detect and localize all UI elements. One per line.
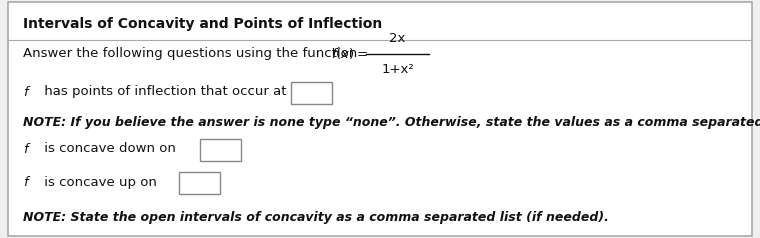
Text: $f(x) =$: $f(x) =$	[331, 46, 368, 61]
Text: is concave up on: is concave up on	[40, 176, 157, 188]
FancyBboxPatch shape	[291, 82, 332, 104]
Text: NOTE: If you believe the answer is none type “none”. Otherwise, state the values: NOTE: If you believe the answer is none …	[23, 116, 760, 129]
Text: is concave down on: is concave down on	[40, 142, 176, 155]
Text: $f$: $f$	[23, 142, 31, 156]
FancyBboxPatch shape	[8, 2, 752, 236]
Text: 2x: 2x	[389, 32, 406, 45]
Text: 1+x²: 1+x²	[381, 63, 414, 75]
Text: $f$: $f$	[23, 85, 31, 99]
Text: $f$: $f$	[23, 175, 31, 189]
Text: Intervals of Concavity and Points of Inflection: Intervals of Concavity and Points of Inf…	[23, 17, 382, 31]
FancyBboxPatch shape	[179, 172, 220, 194]
Text: has points of inflection that occur at: has points of inflection that occur at	[40, 85, 287, 98]
FancyBboxPatch shape	[200, 139, 241, 161]
Text: Answer the following questions using the function: Answer the following questions using the…	[23, 47, 361, 60]
Text: NOTE: State the open intervals of concavity as a comma separated list (if needed: NOTE: State the open intervals of concav…	[23, 211, 609, 224]
